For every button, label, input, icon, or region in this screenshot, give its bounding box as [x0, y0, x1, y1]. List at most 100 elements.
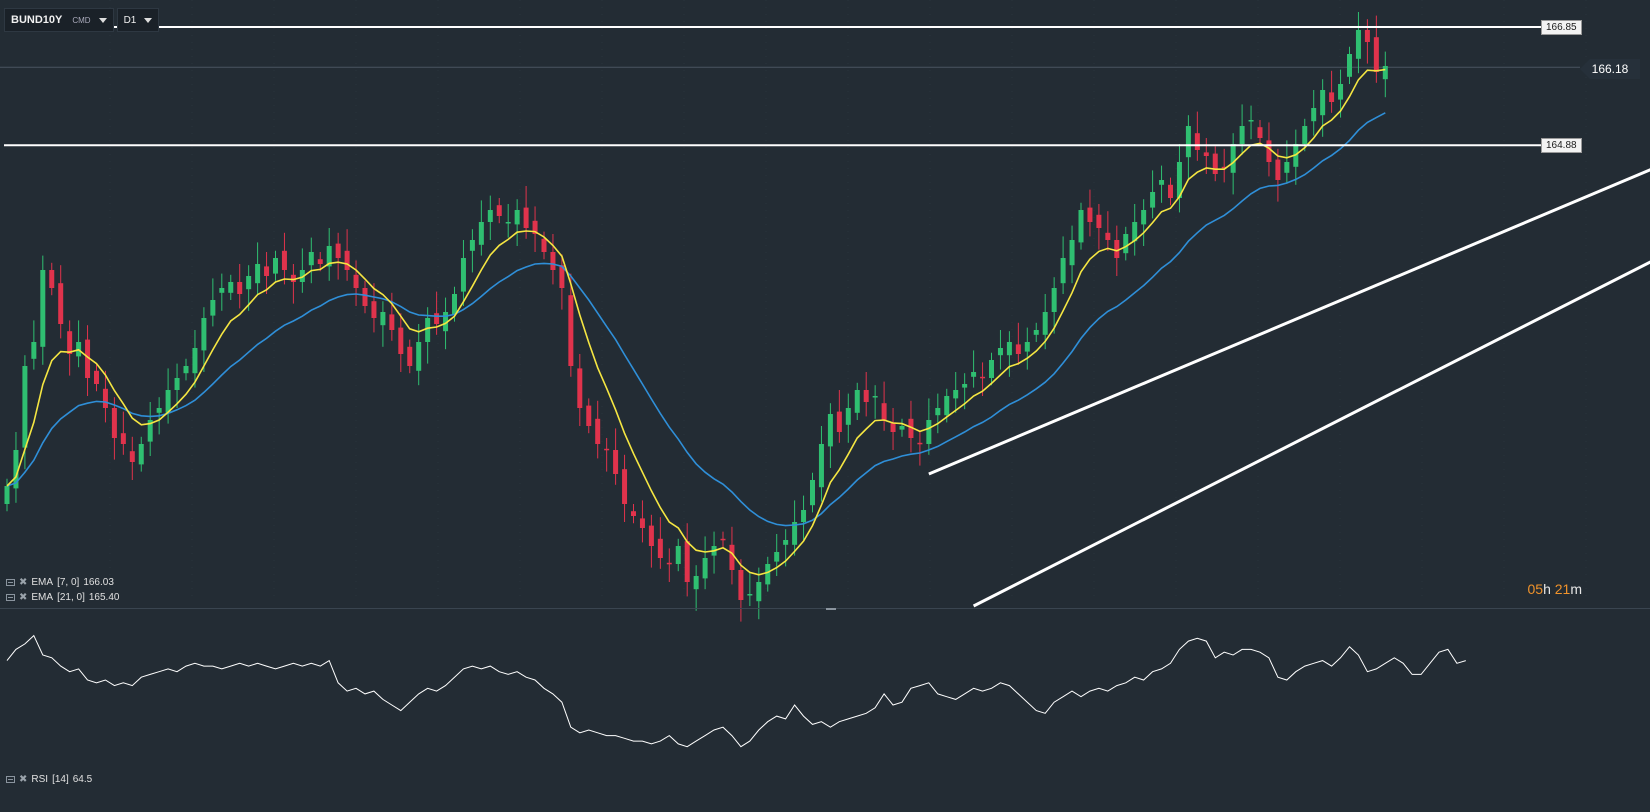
candle-body — [129, 451, 135, 462]
candle-body — [1078, 210, 1084, 243]
symbol-label: BUND10Y — [11, 14, 63, 26]
candle-body — [120, 433, 126, 444]
candle-body — [1320, 90, 1326, 116]
candle-body — [228, 282, 234, 293]
ema-fast-name: EMA — [31, 577, 54, 588]
candle-body — [371, 301, 377, 318]
candle-body — [702, 558, 708, 579]
candle-body — [1329, 92, 1335, 102]
pane-resize-handle[interactable] — [826, 608, 836, 610]
channel-lower-line — [972, 260, 1650, 608]
candle-body — [622, 469, 628, 504]
candle-body — [13, 450, 19, 489]
candle-body — [648, 525, 654, 546]
candle-body — [765, 564, 771, 585]
candle-body — [854, 390, 860, 413]
candle-body — [917, 442, 923, 445]
candle-body — [729, 544, 735, 570]
candle-body — [67, 331, 73, 354]
rsi-line — [6, 634, 1466, 748]
candle-body — [863, 390, 869, 402]
candle-body — [49, 270, 55, 288]
rsi-name: RSI — [31, 774, 49, 785]
candle-body — [541, 238, 547, 252]
trend-channel[interactable] — [928, 6, 1650, 608]
settings-icon[interactable] — [6, 579, 15, 586]
candle-body — [335, 243, 341, 258]
candle-body — [532, 220, 538, 234]
candle-body — [469, 240, 475, 251]
candle-body — [1042, 312, 1048, 335]
candle-body — [85, 339, 91, 378]
candle-body — [604, 448, 610, 451]
candle-body — [389, 314, 395, 330]
candle-body — [1141, 210, 1147, 225]
close-icon[interactable]: ✖ — [19, 577, 28, 588]
candle-body — [568, 295, 574, 366]
candle-body — [219, 288, 225, 293]
candle-body — [452, 294, 457, 315]
candle-body — [908, 418, 914, 438]
close-icon[interactable]: ✖ — [19, 592, 28, 603]
market-label: CMD — [72, 15, 91, 25]
candle-body — [962, 384, 968, 388]
chevron-down-icon — [98, 17, 107, 23]
candle-body — [443, 312, 449, 332]
candle-body — [980, 376, 986, 379]
candle-body — [31, 342, 37, 359]
candle-body — [1257, 127, 1263, 138]
chart-toolbar: BUND10Y CMD D1 — [4, 8, 160, 32]
timeframe-selector[interactable]: D1 — [116, 8, 160, 32]
candle-body — [1015, 344, 1021, 354]
horizontal-levels[interactable] — [4, 26, 1580, 147]
candle-body — [201, 318, 207, 351]
candle-body — [58, 283, 64, 324]
candle-body — [1230, 144, 1236, 173]
candle-body — [1168, 184, 1173, 198]
candle-body — [881, 403, 887, 420]
candle-body — [783, 540, 789, 545]
ema-slow-name: EMA — [31, 592, 54, 603]
candle-body — [4, 486, 10, 504]
candle-body — [801, 510, 807, 522]
chevron-down-icon — [144, 17, 153, 23]
candle-body — [264, 266, 270, 276]
candle-body — [613, 450, 619, 474]
candle-body — [1355, 30, 1361, 59]
candle-body — [147, 420, 153, 442]
ema-fast-value: 166.03 — [83, 577, 114, 588]
candle-body — [138, 444, 144, 465]
pane-separator[interactable] — [0, 608, 1650, 609]
countdown-hours-unit: h — [1543, 581, 1551, 597]
candle-body — [810, 480, 815, 506]
settings-icon[interactable] — [6, 776, 15, 783]
candle-body — [720, 538, 726, 541]
close-icon[interactable]: ✖ — [19, 774, 28, 785]
candle-body — [94, 370, 99, 384]
candle-body — [890, 422, 896, 432]
candlesticks — [4, 12, 1388, 622]
candle-body — [747, 594, 753, 596]
support-level-tag[interactable]: 164.88 — [1541, 138, 1582, 153]
candle-body — [1302, 126, 1308, 144]
rsi-legend: ✖ RSI [14] 64.5 — [6, 774, 92, 785]
candle-body — [1185, 126, 1191, 158]
candle-body — [317, 259, 323, 264]
last-price-tag: 166.18 — [1580, 59, 1640, 79]
candle-body — [344, 250, 350, 270]
candle-body — [738, 570, 744, 600]
candle-body — [281, 250, 287, 270]
candle-body — [183, 366, 189, 374]
candle-body — [953, 390, 959, 399]
settings-icon[interactable] — [6, 594, 15, 601]
candle-body — [1373, 37, 1379, 72]
candle-body — [326, 246, 332, 267]
candle-body — [1275, 159, 1281, 180]
candle-body — [1176, 162, 1182, 198]
candle-body — [1051, 288, 1057, 312]
candle-body — [836, 411, 842, 432]
symbol-selector[interactable]: BUND10Y CMD — [4, 8, 114, 32]
candle-body — [997, 348, 1003, 356]
resistance-level-tag[interactable]: 166.85 — [1541, 20, 1582, 35]
